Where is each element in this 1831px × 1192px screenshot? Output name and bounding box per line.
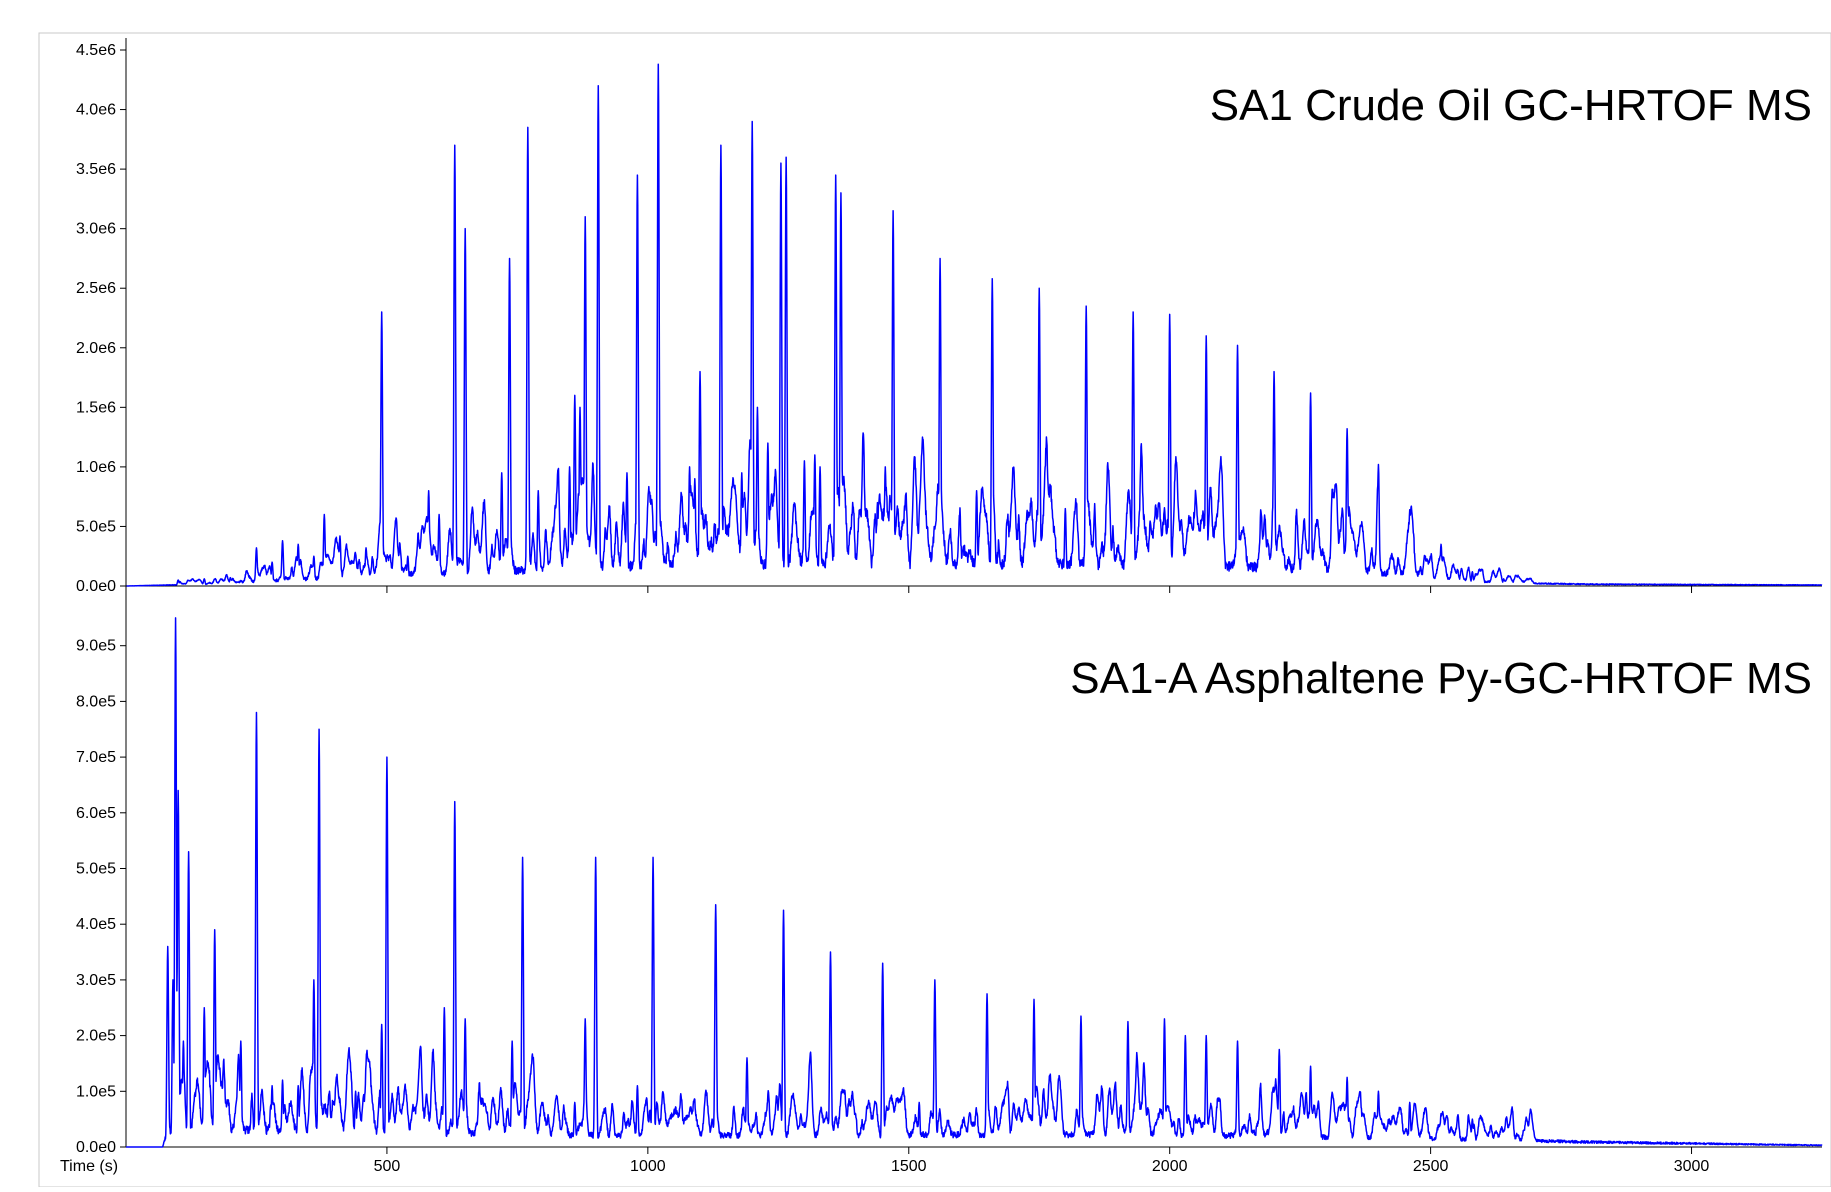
- y-tick-label: 8.0e5: [76, 693, 116, 710]
- series-trace: [125, 63, 1823, 587]
- y-tick-label: 6.0e5: [76, 805, 116, 822]
- chart-panel-2: 0.0e0 1.0e5 2.0e5 3.0e5 4.0e5 5.0e5 6.0e5 7.0e5…: [60, 578, 1823, 1175]
- x-tick-label: 1000: [630, 1158, 666, 1175]
- y-tick-label: 1.0e5: [76, 1083, 116, 1100]
- x-axis-label: Time (s): [60, 1158, 118, 1175]
- y-tick-label: 7.0e5: [76, 749, 116, 766]
- x-tick-label: 2500: [1413, 1158, 1449, 1175]
- y-tick-label: 4.0e5: [76, 916, 116, 933]
- y-tick-label: 1.5e6: [76, 399, 116, 416]
- chart-title: SA1 Crude Oil GC-HRTOF MS: [1210, 81, 1812, 130]
- chart-panel-1: 0.0e0 5.0e5 1.0e6 1.5e6 2.0e6 2.5e6 3.0e6 3.5e6…: [76, 38, 1823, 595]
- y-tick-label: 1.0e6: [76, 459, 116, 476]
- y-tick-label: 3.5e6: [76, 161, 116, 178]
- chart-title: SA1-A Asphaltene Py-GC-HRTOF MS: [1070, 654, 1812, 703]
- x-tick-label: 1500: [891, 1158, 927, 1175]
- y-tick-label: 9.0e5: [76, 638, 116, 655]
- y-tick-label: 2.0e6: [76, 340, 116, 357]
- x-tick-label: 500: [374, 1158, 401, 1175]
- y-tick-label: 5.0e5: [76, 518, 116, 535]
- series-trace: [125, 617, 1823, 1148]
- y-tick-label: 4.0e6: [76, 102, 116, 119]
- y-tick-label: 2.0e5: [76, 1028, 116, 1045]
- y-tick-label: 5.0e5: [76, 861, 116, 878]
- x-tick-label: 3000: [1674, 1158, 1710, 1175]
- y-tick-label: 2.5e6: [76, 280, 116, 297]
- x-tick-label: 2000: [1152, 1158, 1188, 1175]
- y-tick-label: 3.0e6: [76, 221, 116, 238]
- y-tick-label: 0.0e0: [76, 1139, 116, 1156]
- y-tick-label: 3.0e5: [76, 972, 116, 989]
- y-tick-label: 4.5e6: [76, 42, 116, 59]
- y-tick-label: 0.0e0: [76, 578, 116, 595]
